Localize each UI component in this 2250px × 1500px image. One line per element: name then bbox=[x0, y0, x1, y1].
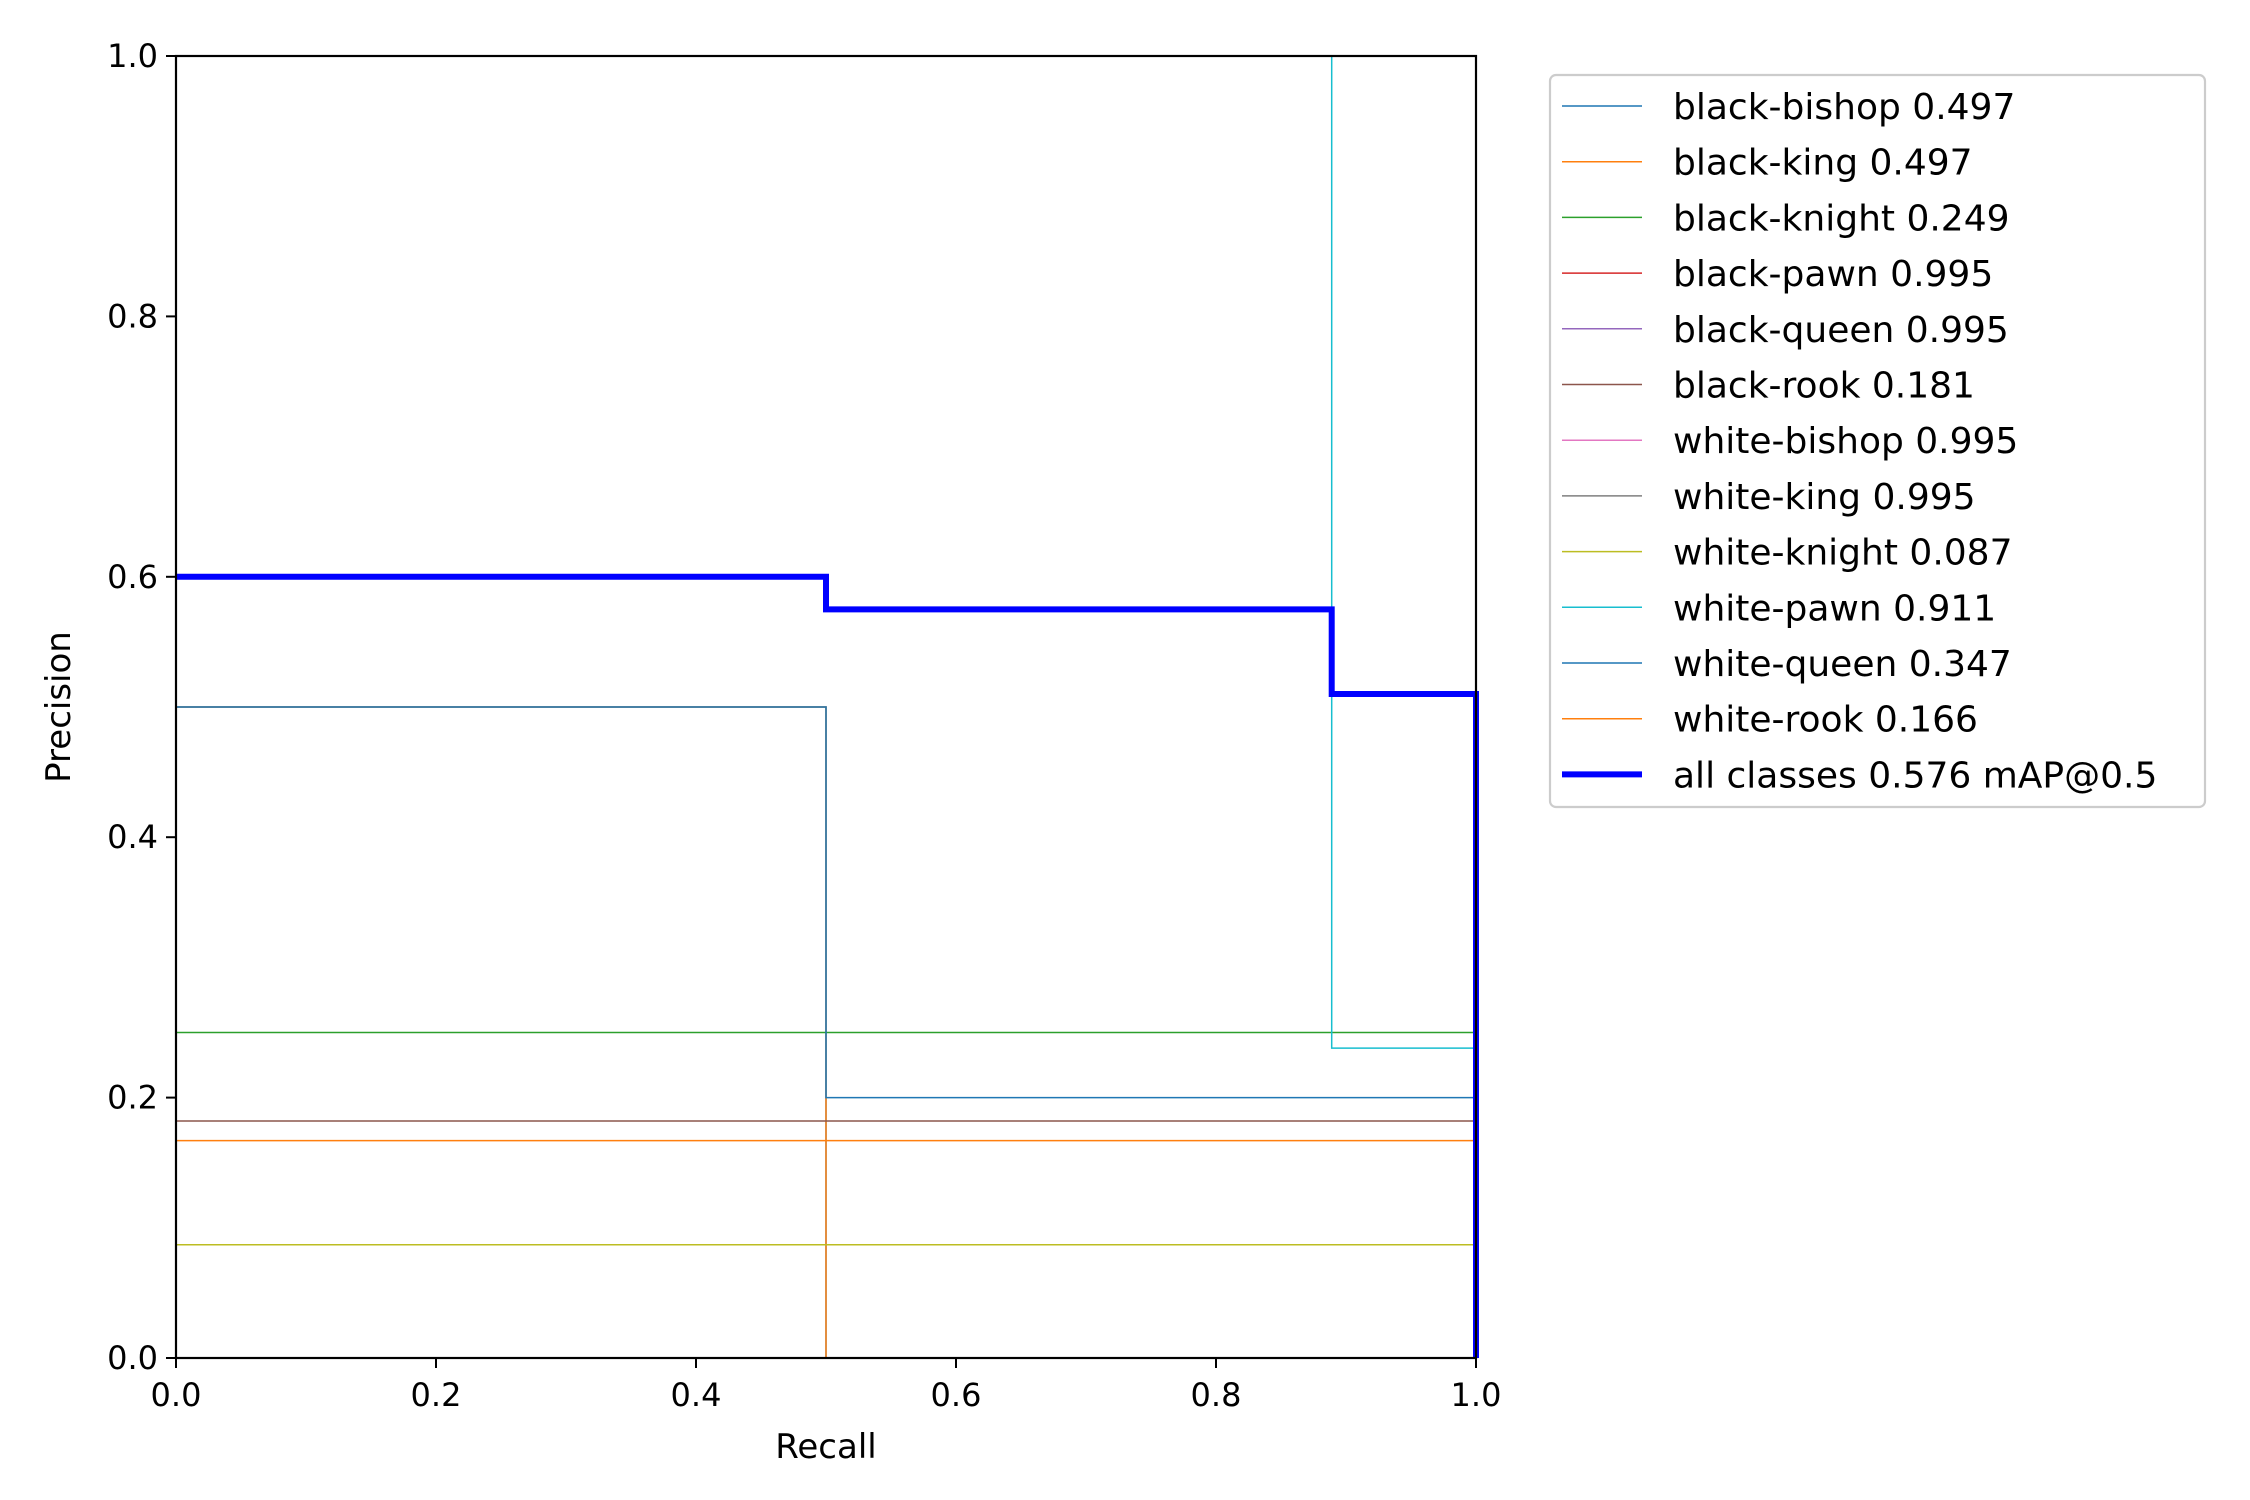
legend-label: black-rook 0.181 bbox=[1673, 366, 1975, 407]
legend-item: white-king 0.995 bbox=[1562, 477, 1976, 518]
x-tick-label: 0.2 bbox=[411, 1376, 462, 1414]
legend-label: white-bishop 0.995 bbox=[1673, 421, 2018, 462]
legend-item: all classes 0.576 mAP@0.5 bbox=[1562, 755, 2157, 796]
x-tick-label: 0.4 bbox=[671, 1376, 722, 1414]
y-tick-label: 0.2 bbox=[107, 1079, 158, 1117]
legend-item: white-queen 0.347 bbox=[1562, 644, 2012, 685]
legend-label: white-rook 0.166 bbox=[1673, 700, 1978, 741]
legend-label: white-pawn 0.911 bbox=[1673, 588, 1996, 629]
legend-item: black-king 0.497 bbox=[1562, 143, 1973, 184]
legend-items: black-bishop 0.497 black-king 0.497 black-… bbox=[1562, 87, 2157, 796]
x-tick-label: 0.0 bbox=[151, 1376, 202, 1414]
legend-item: black-rook 0.181 bbox=[1562, 366, 1975, 407]
x-tick-label: 1.0 bbox=[1451, 1376, 1502, 1414]
x-axis-label: Recall bbox=[775, 1427, 876, 1467]
legend-item: white-rook 0.166 bbox=[1562, 700, 1978, 741]
legend: black-bishop 0.497 black-king 0.497 black-… bbox=[1548, 73, 2207, 809]
legend-label: white-queen 0.347 bbox=[1673, 644, 2012, 685]
legend-item: white-pawn 0.911 bbox=[1562, 588, 1996, 629]
legend-box bbox=[1548, 73, 2207, 809]
legend-label: black-pawn 0.995 bbox=[1673, 254, 1993, 295]
y-tick-label: 0.4 bbox=[107, 818, 158, 856]
legend-item: white-bishop 0.995 bbox=[1562, 421, 2018, 462]
y-tick-label: 0.6 bbox=[107, 558, 158, 596]
legend-item: white-knight 0.087 bbox=[1562, 533, 2012, 574]
legend-item: black-pawn 0.995 bbox=[1562, 254, 1993, 295]
legend-item: black-queen 0.995 bbox=[1562, 310, 2009, 351]
x-tick-label: 0.8 bbox=[1191, 1376, 1242, 1414]
legend-label: all classes 0.576 mAP@0.5 bbox=[1673, 755, 2157, 796]
legend-item: black-knight 0.249 bbox=[1562, 198, 2010, 239]
legend-label: black-king 0.497 bbox=[1673, 143, 1973, 184]
y-tick-label: 0.8 bbox=[107, 297, 158, 335]
x-axis-ticks: 0.0 0.2 0.4 0.6 0.8 1.0 bbox=[151, 1358, 1502, 1414]
legend-label: white-king 0.995 bbox=[1673, 477, 1976, 518]
y-axis-ticks: 0.0 0.2 0.4 0.6 0.8 1.0 bbox=[107, 37, 176, 1377]
legend-label: black-knight 0.249 bbox=[1673, 198, 2010, 239]
y-tick-label: 0.0 bbox=[107, 1339, 158, 1377]
x-tick-label: 0.6 bbox=[931, 1376, 982, 1414]
y-axis-label: Precision bbox=[39, 631, 79, 783]
legend-label: white-knight 0.087 bbox=[1673, 533, 2012, 574]
legend-item: black-bishop 0.497 bbox=[1562, 87, 2015, 128]
axes-frame bbox=[174, 54, 1478, 1360]
legend-label: black-queen 0.995 bbox=[1673, 310, 2009, 351]
y-tick-label: 1.0 bbox=[107, 37, 158, 75]
legend-label: black-bishop 0.497 bbox=[1673, 87, 2015, 128]
